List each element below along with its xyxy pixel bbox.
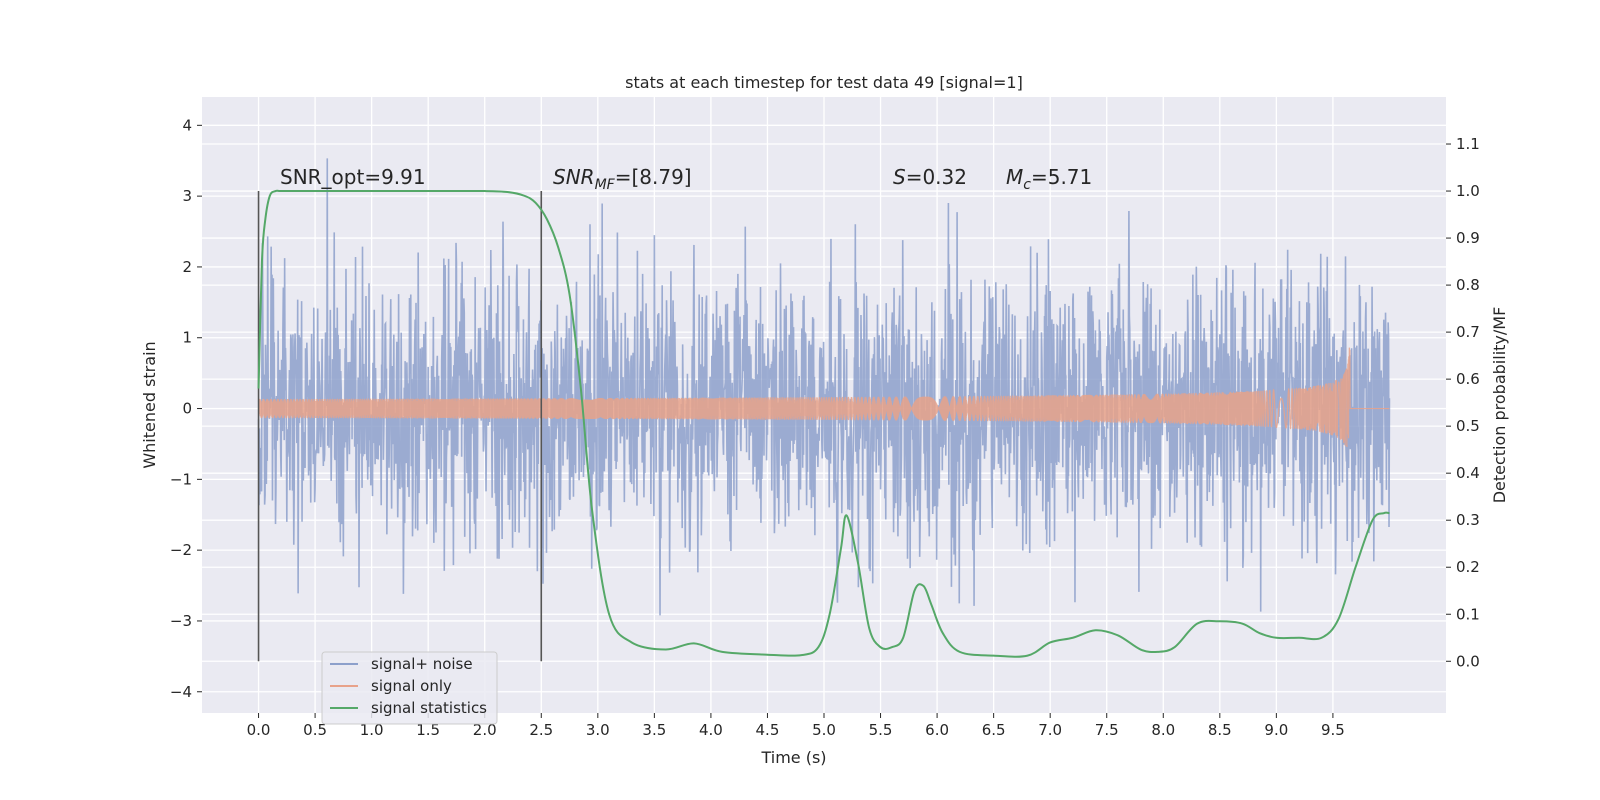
y-tick-label: −4	[170, 683, 192, 701]
y-tick-label: −3	[170, 612, 192, 630]
y2-tick-label: 0.5	[1456, 417, 1480, 435]
x-tick-label: 8.0	[1151, 721, 1175, 739]
y2-tick-label: 0.7	[1456, 323, 1480, 341]
x-tick-label: 4.5	[756, 721, 780, 739]
x-tick-label: 1.0	[360, 721, 384, 739]
x-tick-label: 5.5	[869, 721, 893, 739]
snr-mf-symbol: SNR	[553, 165, 595, 189]
mc-subscript: c	[1023, 177, 1031, 193]
y-axis-label: Whitened strain	[140, 341, 159, 468]
x-tick-label: 5.0	[812, 721, 836, 739]
x-axis-ticks: 0.0 0.5 1.0 1.5 2.0 2.5 3.0 3.5 4.0 4.5 5.0 5.5 6.0 6…	[247, 713, 1345, 739]
y2-tick-label: 0.4	[1456, 464, 1480, 482]
x-tick-label: 7.5	[1095, 721, 1119, 739]
y-tick-label: 1	[182, 329, 192, 347]
s-value: =0.32	[906, 165, 967, 189]
legend-box	[321, 651, 498, 725]
y2-tick-label: 0.3	[1456, 511, 1480, 529]
series-signal-only-line	[257, 347, 1390, 447]
x-axis-label: Time (s)	[760, 748, 826, 767]
y2-tick-label: 0.9	[1456, 229, 1480, 247]
x-tick-label: 9.0	[1264, 721, 1288, 739]
y2-tick-label: 0.0	[1456, 652, 1480, 670]
annotation-snr-opt: SNR_opt=9.91	[280, 165, 426, 189]
plot-content	[257, 158, 1391, 662]
snr-mf-value: =[8.79]	[615, 165, 692, 189]
x-tick-label: 8.5	[1208, 721, 1232, 739]
y-tick-label: 4	[182, 116, 192, 134]
y2-axis-label: Detection probability/MF	[1490, 307, 1509, 504]
x-tick-label: 6.0	[925, 721, 949, 739]
y2-tick-label: 1.1	[1456, 135, 1480, 153]
annotation-s: S=0.32	[893, 165, 967, 189]
annotation-mc: Mc=5.71	[1006, 165, 1092, 193]
mc-symbol: M	[1006, 165, 1023, 189]
chart-title: stats at each timestep for test data 49 …	[625, 73, 1023, 92]
y-tick-label: −2	[170, 541, 192, 559]
x-tick-label: 4.0	[699, 721, 723, 739]
x-tick-label: 6.5	[982, 721, 1006, 739]
y2-tick-label: 0.8	[1456, 276, 1480, 294]
legend-label-signal-statistics: signal statistics	[371, 699, 487, 717]
y2-tick-label: 0.2	[1456, 558, 1480, 576]
y-tick-label: −1	[170, 470, 192, 488]
legend: signal+ noise signal only signal statist…	[321, 651, 498, 725]
y2-tick-label: 0.1	[1456, 605, 1480, 623]
x-tick-label: 9.5	[1321, 721, 1345, 739]
annotation-snr-mf: SNRMF=[8.79]	[553, 165, 692, 193]
legend-label-signal-only: signal only	[371, 677, 452, 695]
x-tick-label: 7.0	[1038, 721, 1062, 739]
y2-tick-label: 0.6	[1456, 370, 1480, 388]
y2-axis-ticks: 1.1 1.0 0.9 0.8 0.7 0.6 0.5 0.4 0.3 0.2 0.1 0.0	[1446, 135, 1480, 670]
y-tick-label: 2	[182, 258, 192, 276]
x-tick-label: 1.5	[416, 721, 440, 739]
x-tick-label: 0.5	[303, 721, 327, 739]
x-tick-label: 0.0	[247, 721, 271, 739]
y-tick-label: 3	[182, 187, 192, 205]
y-axis-ticks: 4 3 2 1 0 −1 −2 −3 −4	[170, 116, 202, 701]
x-tick-label: 3.5	[642, 721, 666, 739]
y-tick-label: 0	[182, 400, 192, 418]
x-tick-label: 2.5	[529, 721, 553, 739]
snr-mf-subscript: MF	[595, 177, 616, 193]
x-tick-label: 3.0	[586, 721, 610, 739]
s-symbol: S	[893, 165, 906, 189]
vertical-markers	[257, 191, 543, 662]
mc-value: =5.71	[1031, 165, 1092, 189]
series-signal-statistics-line	[257, 189, 1390, 658]
x-tick-label: 2.0	[473, 721, 497, 739]
legend-label-signal-noise: signal+ noise	[371, 655, 473, 673]
y2-tick-label: 1.0	[1456, 182, 1480, 200]
